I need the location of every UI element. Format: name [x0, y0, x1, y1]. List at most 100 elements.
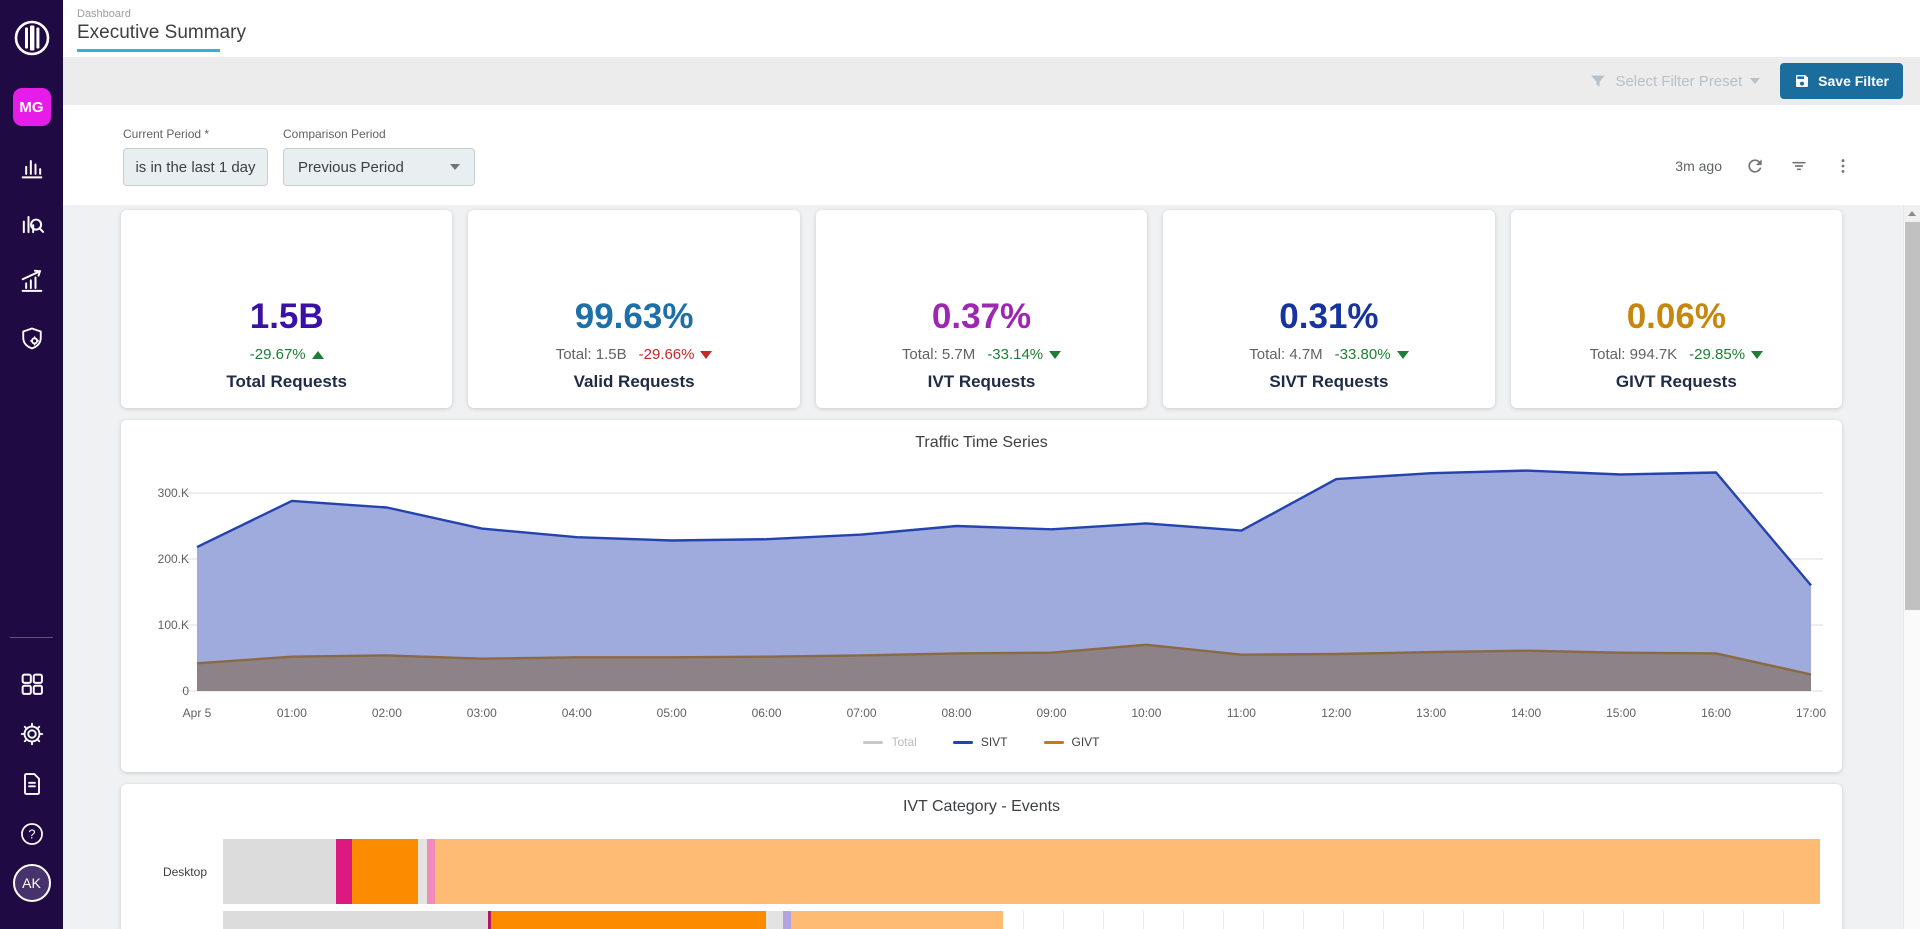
svg-text:04:00: 04:00: [562, 706, 592, 720]
traffic-time-series-chart: 0 100.K 200.K 300.K Apr 5 01:00 02:00 03:00 04:0…: [158, 469, 1826, 720]
chart-title: Traffic Time Series: [915, 434, 1048, 451]
svg-text:16:00: 16:00: [1701, 706, 1731, 720]
kpi-label: Total Requests: [226, 372, 347, 391]
save-filter-button[interactable]: Save Filter: [1780, 63, 1903, 99]
svg-text:03:00: 03:00: [467, 706, 497, 720]
sidebar-item-search-insights[interactable]: [0, 207, 63, 241]
legend-label: GIVT: [1071, 735, 1100, 749]
bar-segment[interactable]: [434, 839, 1820, 904]
workspace-badge[interactable]: MG: [0, 88, 63, 126]
svg-text:12:00: 12:00: [1321, 706, 1351, 720]
current-period-filter[interactable]: is in the last 1 day: [123, 148, 268, 186]
select-filter-preset-button[interactable]: Select Filter Preset: [1589, 72, 1761, 90]
kpi-label: Valid Requests: [573, 372, 695, 391]
user-avatar[interactable]: AK: [0, 864, 63, 902]
kpi-value: 1.5B: [249, 297, 324, 336]
comparison-period-label: Comparison Period: [283, 127, 386, 141]
bar-segment[interactable]: [352, 839, 418, 904]
bar-segment[interactable]: [488, 911, 492, 929]
bar-row-desktop: Desktop: [121, 839, 1842, 904]
svg-text:14:00: 14:00: [1511, 706, 1541, 720]
svg-text:200.K: 200.K: [158, 552, 189, 566]
legend-item-sivt[interactable]: SIVT: [952, 735, 1008, 749]
sidebar-divider: [10, 637, 53, 638]
legend-label: Total: [891, 735, 917, 749]
bar-segment[interactable]: [782, 911, 791, 929]
legend-item-total[interactable]: Total: [863, 735, 917, 749]
page-header: Dashboard Executive Summary: [63, 0, 1920, 57]
kpi-delta: -29.67%: [250, 346, 324, 363]
workspace-badge-label: MG: [12, 88, 51, 126]
report-document-icon: [23, 773, 40, 795]
kpi-delta: -33.80%: [1335, 346, 1409, 363]
kpi-delta: -29.66%: [639, 346, 713, 363]
kpi-label: SIVT Requests: [1269, 372, 1389, 391]
bar-segment[interactable]: [223, 839, 337, 904]
legend-swatch: [1043, 740, 1064, 744]
sidebar-item-growth-trends[interactable]: [0, 264, 63, 298]
growth-trend-icon: [21, 269, 42, 292]
sidebar-item-help[interactable]: ?: [0, 817, 63, 851]
analytics-bars-icon: [21, 160, 42, 179]
sidebar-item-reports[interactable]: [0, 767, 63, 801]
bar-segment[interactable]: [765, 911, 783, 929]
filter-zone: Current Period * is in the last 1 day Co…: [63, 105, 1920, 205]
svg-text:17:00: 17:00: [1796, 706, 1826, 720]
user-avatar-initials: AK: [12, 864, 51, 902]
sidebar-item-settings[interactable]: [0, 717, 63, 751]
breadcrumb[interactable]: Dashboard: [77, 8, 131, 20]
select-filter-preset-label: Select Filter Preset: [1615, 72, 1743, 90]
shield-gear-icon: [21, 327, 42, 350]
kpi-delta-row: Total: 1.5B -29.66%: [556, 346, 713, 363]
bar-segment[interactable]: [336, 839, 353, 904]
bar-segment[interactable]: [491, 911, 766, 929]
bar-segment[interactable]: [417, 839, 428, 904]
svg-text:09:00: 09:00: [1036, 706, 1066, 720]
more-options-button[interactable]: [1832, 155, 1854, 177]
traffic-time-series-card: Traffic Time Series 0 100.K 200.K 300.K Apr …: [121, 420, 1842, 772]
sidebar-item-analytics[interactable]: [0, 151, 63, 185]
refresh-controls: 3m ago: [1675, 155, 1854, 177]
refresh-button[interactable]: [1744, 155, 1766, 177]
chart-legend: Total SIVT GIVT: [121, 735, 1842, 749]
kpi-value: 0.06%: [1626, 297, 1726, 336]
help-icon: ?: [20, 823, 43, 845]
dashboard-filter-button[interactable]: [1788, 155, 1810, 177]
kpi-label: GIVT Requests: [1615, 372, 1737, 391]
delta-up-arrow-icon: [311, 350, 324, 359]
svg-text:06:00: 06:00: [752, 706, 782, 720]
kpi-total: Total: 994.7K: [1589, 346, 1678, 363]
kpi-card-givt-requests: 0.06% Total: 994.7K -29.85% GIVT Requests: [1510, 210, 1843, 408]
scroll-up-icon: [1908, 211, 1916, 216]
svg-text:02:00: 02:00: [372, 706, 402, 720]
scrollbar-thumb[interactable]: [1905, 222, 1920, 610]
kpi-card-sivt-requests: 0.31% Total: 4.7M -33.80% SIVT Requests: [1163, 210, 1495, 408]
settings-gear-icon: [20, 722, 43, 746]
sidebar-item-protection[interactable]: [0, 322, 63, 356]
scrollbar-up-button[interactable]: [1904, 205, 1920, 222]
page-scrollbar[interactable]: [1903, 205, 1920, 929]
comparison-period-select[interactable]: Previous Period: [283, 148, 475, 186]
kpi-value: 0.31%: [1279, 297, 1379, 336]
kpi-value: 99.63%: [574, 297, 694, 336]
delta-down-arrow-icon: [700, 350, 713, 359]
svg-text:05:00: 05:00: [657, 706, 687, 720]
delta-down-arrow-icon: [1049, 350, 1062, 359]
kpi-delta: -33.14%: [987, 346, 1062, 363]
app-logo-icon[interactable]: [0, 18, 63, 58]
chevron-down-icon: [450, 164, 460, 170]
filter-lines-icon: [1792, 161, 1806, 171]
kpi-delta-row: Total: 4.7M -33.80%: [1249, 346, 1409, 363]
bar-segment[interactable]: [223, 911, 489, 929]
comparison-period-value: Previous Period: [298, 158, 404, 176]
kpi-label: IVT Requests: [927, 372, 1036, 391]
sidebar-item-apps[interactable]: [0, 667, 63, 701]
search-insights-icon: [22, 216, 44, 234]
bar-category-label: Desktop: [162, 864, 207, 879]
bar-track: [223, 911, 1820, 929]
save-filter-label: Save Filter: [1818, 73, 1889, 89]
legend-label: SIVT: [980, 735, 1008, 749]
bar-segment[interactable]: [790, 911, 1004, 929]
legend-item-givt[interactable]: GIVT: [1043, 735, 1100, 749]
bar-segment[interactable]: [427, 839, 435, 904]
